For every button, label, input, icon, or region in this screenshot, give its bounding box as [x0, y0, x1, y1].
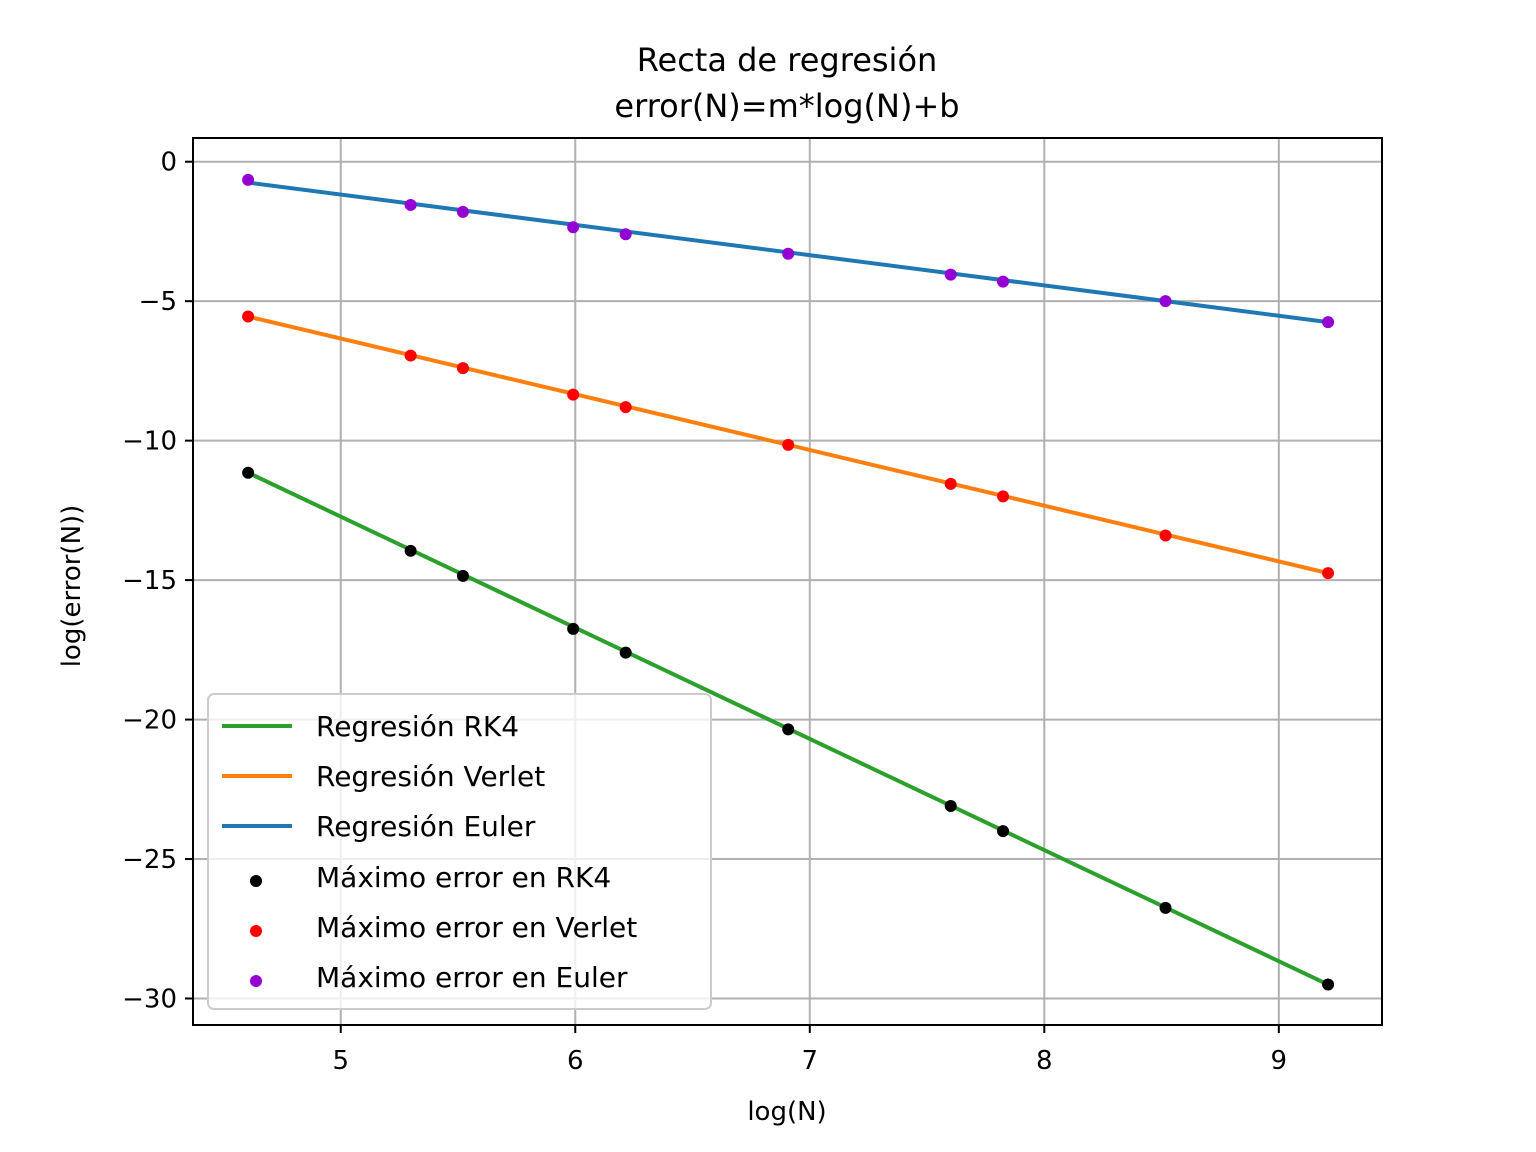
legend-label: Regresión Verlet — [316, 760, 545, 793]
y-axis-label: log(error(N)) — [57, 505, 87, 668]
scatter-point — [456, 569, 469, 582]
legend-label: Máximo error en Verlet — [316, 911, 637, 944]
scatter-point — [1159, 529, 1172, 542]
scatter-point — [619, 228, 632, 241]
legend-label: Máximo error en RK4 — [316, 861, 611, 894]
legend-label: Regresión RK4 — [316, 710, 519, 743]
legend: Regresión RK4 Regresión Verlet Regresión E… — [207, 693, 712, 1010]
x-tick-label: 7 — [802, 1046, 819, 1076]
scatter-point — [242, 310, 255, 323]
scatter-point — [456, 205, 469, 218]
x-tick-label: 6 — [567, 1046, 584, 1076]
scatter-point — [782, 247, 795, 260]
scatter-point — [1322, 316, 1335, 329]
scatter-point — [782, 438, 795, 451]
scatter-point — [404, 198, 417, 211]
legend-marker-swatch — [250, 975, 262, 987]
scatter-point — [242, 466, 255, 479]
x-axis-label: log(N) — [747, 1097, 826, 1127]
chart-subtitle: error(N)=m*log(N)+b — [614, 87, 959, 125]
plot-area-frame — [192, 137, 1383, 1026]
x-tick-label: 8 — [1036, 1046, 1053, 1076]
legend-label: Regresión Euler — [316, 810, 536, 843]
y-tick-label: −20 — [122, 706, 177, 736]
y-tick-label: −10 — [122, 427, 177, 457]
plot-series — [242, 173, 1335, 991]
scatter-point — [404, 349, 417, 362]
scatter-point — [1322, 567, 1335, 580]
legend-box — [207, 693, 712, 1010]
scatter-point — [944, 800, 957, 813]
scatter-point — [1159, 295, 1172, 308]
scatter-point — [242, 173, 255, 186]
chart-title: Recta de regresión — [637, 41, 938, 79]
y-tick-label: −30 — [122, 985, 177, 1015]
scatter-point — [619, 646, 632, 659]
scatter-point — [567, 622, 580, 635]
scatter-point — [456, 362, 469, 375]
scatter-point — [1322, 978, 1335, 991]
scatter-point — [1159, 901, 1172, 914]
y-tick-label: −15 — [122, 566, 177, 596]
scatter-point — [997, 275, 1010, 288]
y-tick-label: −25 — [122, 845, 177, 875]
x-tick-label: 5 — [332, 1046, 349, 1076]
scatter-point — [944, 268, 957, 281]
scatter-point — [619, 401, 632, 414]
scatter-point — [404, 544, 417, 557]
y-tick-label: −5 — [139, 287, 177, 317]
grid-lines — [193, 138, 1382, 1025]
scatter-point — [997, 825, 1010, 838]
scatter-point — [782, 723, 795, 736]
axis-ticks: 5 6 7 8 9 0 −5 −10 −15 −20 −25 −30 — [122, 148, 1287, 1076]
legend-label: Máximo error en Euler — [316, 961, 628, 994]
scatter-point — [567, 388, 580, 401]
scatter-point — [567, 221, 580, 234]
legend-marker-swatch — [250, 875, 262, 887]
x-tick-label: 9 — [1271, 1046, 1288, 1076]
y-tick-label: 0 — [160, 148, 177, 178]
scatter-point — [944, 477, 957, 490]
scatter-point — [997, 490, 1010, 503]
legend-marker-swatch — [250, 925, 262, 937]
